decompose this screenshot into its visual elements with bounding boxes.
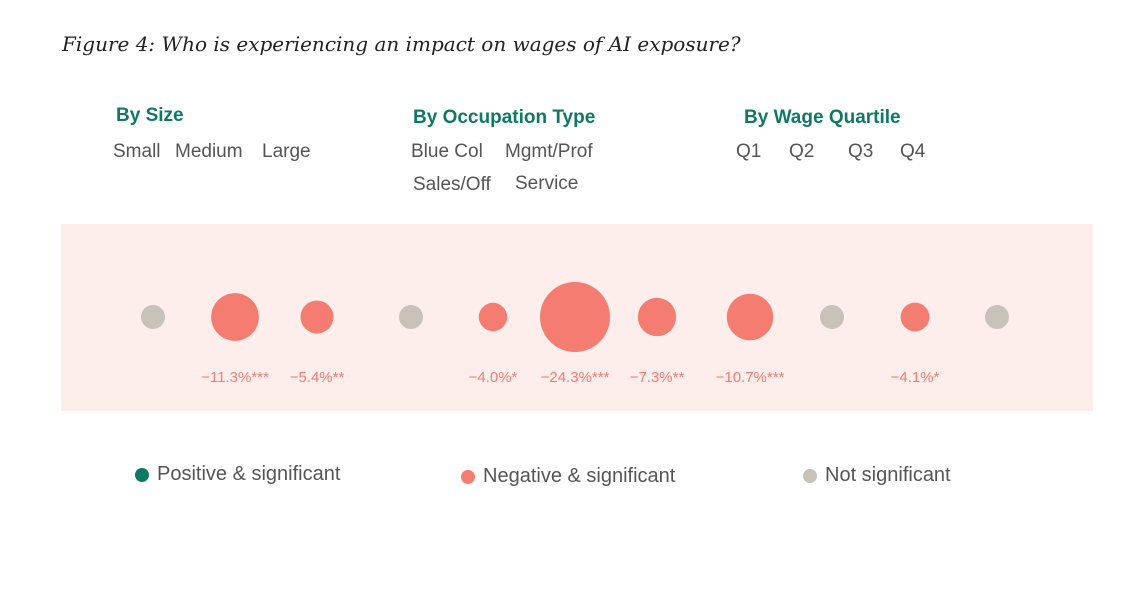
bubble-value-label-mgmt-prof: −4.0%* bbox=[469, 369, 518, 386]
legend-not-significant-label: Not significant bbox=[825, 464, 951, 486]
bubble-value-label-q1: −10.7%*** bbox=[716, 369, 785, 386]
legend-positive-label: Positive & significant bbox=[157, 463, 341, 485]
legend-positive-dot-icon bbox=[135, 467, 149, 482]
legend-negative: Negative & significant bbox=[461, 465, 675, 488]
legend-negative-label: Negative & significant bbox=[483, 465, 676, 487]
bubble-blue-col bbox=[399, 305, 423, 329]
legend-negative-dot-icon bbox=[461, 469, 475, 484]
bubble-q2 bbox=[820, 305, 844, 329]
category-label-small: Small bbox=[113, 141, 161, 162]
legend-positive: Positive & significant bbox=[135, 463, 340, 486]
figure-title: Figure 4: Who is experiencing an impact … bbox=[62, 32, 741, 56]
category-label-medium: Medium bbox=[175, 141, 243, 162]
bubble-small bbox=[141, 305, 165, 329]
bubble-value-label-service: −7.3%** bbox=[630, 369, 685, 386]
category-label-q4: Q4 bbox=[900, 141, 926, 162]
category-label-mgmt-prof: Mgmt/Prof bbox=[505, 141, 593, 162]
bubble-q4 bbox=[985, 305, 1009, 329]
category-label-q1: Q1 bbox=[736, 141, 762, 162]
category-label-blue-col: Blue Col bbox=[411, 141, 483, 162]
group-title-wage-quartile: By Wage Quartile bbox=[744, 107, 901, 128]
bubble-q1 bbox=[726, 293, 774, 341]
category-label-q3: Q3 bbox=[848, 141, 874, 162]
bubble-mgmt-prof bbox=[478, 302, 508, 332]
bubble-value-label-medium: −11.3%*** bbox=[201, 369, 269, 386]
bubble-value-label-q3: −4.1%* bbox=[891, 369, 940, 386]
legend-not-significant-dot-icon bbox=[803, 468, 817, 483]
group-title-occupation: By Occupation Type bbox=[413, 107, 596, 128]
category-label-large: Large bbox=[262, 141, 311, 162]
category-label-sales-off: Sales/Off bbox=[413, 174, 491, 195]
legend-not-significant: Not significant bbox=[803, 464, 951, 487]
bubble-sales-off bbox=[540, 282, 610, 352]
bubble-value-label-large: −5.4%** bbox=[290, 369, 345, 386]
category-label-service: Service bbox=[515, 173, 579, 194]
bubble-q3 bbox=[900, 302, 930, 332]
bubble-large bbox=[300, 300, 334, 334]
bubble-medium bbox=[211, 293, 259, 341]
bubble-value-label-sales-off: −24.3%*** bbox=[541, 369, 610, 386]
group-title-size: By Size bbox=[116, 105, 184, 126]
bubble-service bbox=[637, 297, 677, 337]
category-label-q2: Q2 bbox=[789, 141, 815, 162]
